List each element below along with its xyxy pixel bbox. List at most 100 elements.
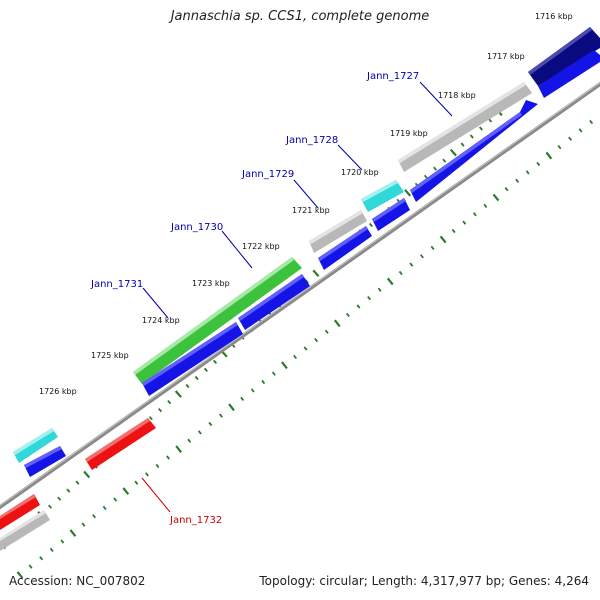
tick-mark	[419, 254, 424, 259]
tick-label: 1726 kbp	[39, 387, 77, 396]
tick-mark	[469, 134, 474, 139]
tick-mark	[483, 203, 488, 209]
gene-label-jann-1730[interactable]: Jann_1730	[170, 222, 223, 233]
tick-mark	[433, 166, 438, 171]
tick-mark	[478, 126, 483, 131]
tick-mark	[83, 470, 91, 479]
tick-mark	[213, 359, 218, 365]
tick-mark	[134, 480, 139, 485]
tick-label: 1716 kbp	[535, 12, 573, 21]
gene-label-jann-1727[interactable]: Jann_1727	[366, 71, 419, 82]
tick-mark	[69, 529, 77, 537]
tick-mark	[386, 277, 394, 286]
gene-blue-f[interactable]	[142, 322, 243, 396]
tick-mark	[515, 178, 520, 183]
gene-jann-1727[interactable]	[398, 82, 532, 172]
tick-mark	[356, 304, 361, 309]
gene-blue-d[interactable]	[318, 226, 372, 270]
tick-mark	[589, 119, 594, 125]
tick-mark	[81, 522, 86, 527]
tick-mark	[578, 128, 583, 133]
gene-features	[0, 27, 600, 551]
tick-mark	[218, 413, 223, 418]
tick-mark	[281, 361, 288, 370]
gene-gray-bottom[interactable]	[0, 510, 50, 551]
tick-mark	[113, 497, 118, 502]
tick-mark	[271, 371, 276, 376]
gene-jann-1729[interactable]	[309, 210, 367, 253]
tick-mark	[60, 539, 65, 544]
tick-mark	[102, 505, 107, 511]
gene-jann-1728[interactable]	[361, 180, 404, 212]
tick-mark	[492, 193, 500, 202]
tick-label: 1719 kbp	[390, 129, 428, 138]
tick-mark	[536, 161, 541, 167]
tick-mark	[166, 455, 171, 460]
tick-mark	[312, 269, 320, 278]
gene-label-jann-1728[interactable]: Jann_1728	[285, 135, 338, 146]
tick-label: 1718 kbp	[438, 91, 476, 100]
tick-mark	[228, 403, 235, 412]
tick-mark	[92, 514, 97, 519]
tick-mark	[488, 118, 493, 123]
accession-text: Accession: NC_007802	[9, 574, 146, 588]
tick-mark	[155, 463, 160, 469]
tick-mark	[525, 170, 530, 175]
tick-mark	[66, 488, 71, 493]
tick-mark	[250, 388, 255, 393]
tick-mark	[430, 245, 435, 250]
tick-mark	[39, 556, 44, 561]
gene-label-jann-1732[interactable]: Jann_1732	[169, 515, 222, 526]
genome-backbone-highlight	[0, 81, 600, 507]
tick-mark	[28, 564, 33, 569]
tick-mark	[368, 222, 373, 228]
tick-mark	[16, 571, 24, 579]
gene-blue-e[interactable]	[238, 274, 310, 330]
tick-mark	[451, 228, 456, 234]
tick-mark	[345, 312, 350, 318]
callout-lines	[141, 81, 453, 513]
tick-mark	[148, 416, 153, 421]
tick-label: 1725 kbp	[91, 351, 129, 360]
gene-jann-1732[interactable]	[85, 418, 156, 470]
tick-mark	[75, 480, 80, 485]
gene-jann-1730[interactable]	[133, 257, 302, 384]
tick-mark	[442, 158, 447, 163]
gene-navy-top[interactable]	[528, 27, 600, 86]
tick-mark	[261, 379, 266, 385]
genome-summary-text: Topology: circular; Length: 4,317,977 bp…	[259, 574, 589, 588]
tick-mark	[377, 287, 382, 292]
tick-mark	[472, 212, 477, 217]
tick-mark	[449, 148, 457, 157]
tick-mark	[175, 445, 182, 453]
tick-mark	[49, 547, 54, 552]
genome-backbone	[0, 81, 600, 510]
tick-mark	[57, 496, 62, 501]
gene-blue-a[interactable]	[538, 50, 600, 98]
tick-mark	[409, 262, 414, 267]
gene-label-jann-1729[interactable]: Jann_1729	[241, 169, 294, 180]
tick-mark	[504, 186, 509, 192]
gene-labels: Jann_1727 Jann_1728 Jann_1729 Jann_1730 …	[90, 71, 419, 526]
tick-label: 1720 kbp	[341, 168, 379, 177]
tick-mark	[568, 136, 573, 141]
tick-mark	[398, 270, 403, 276]
tick-label: 1722 kbp	[242, 242, 280, 251]
tick-mark	[404, 189, 412, 197]
tick-mark	[423, 174, 428, 179]
tick-mark	[122, 487, 130, 495]
map-title: Jannaschia sp. CCS1, complete genome	[170, 9, 430, 24]
gene-cyan-left[interactable]	[13, 428, 58, 463]
gene-blue-c[interactable]	[372, 198, 410, 231]
tick-mark	[187, 438, 192, 443]
inner-tick-row	[16, 119, 594, 579]
tick-mark	[293, 354, 298, 360]
gene-label-jann-1731[interactable]: Jann_1731	[90, 279, 143, 290]
gene-blue-b[interactable]	[410, 100, 538, 202]
tick-label: 1721 kbp	[292, 206, 330, 215]
gene-blue-g[interactable]	[24, 446, 66, 477]
gene-red-bottom[interactable]	[0, 494, 40, 530]
tick-mark	[545, 151, 553, 160]
